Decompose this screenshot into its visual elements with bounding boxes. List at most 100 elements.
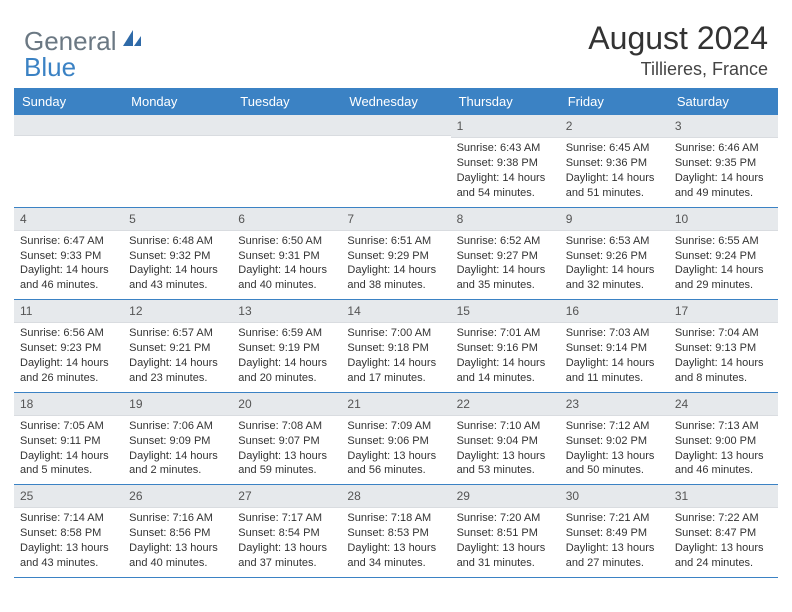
day-cell: 1Sunrise: 6:43 AMSunset: 9:38 PMDaylight… [451,115,560,207]
sunset-line: Sunset: 8:54 PM [238,526,335,541]
day-content: Sunrise: 7:06 AMSunset: 9:09 PMDaylight:… [123,416,232,484]
weekday-header: Tuesday [232,88,341,115]
day-number: 27 [232,485,341,508]
daylight-line-2: and 37 minutes. [238,556,335,571]
day-cell: 21Sunrise: 7:09 AMSunset: 9:06 PMDayligh… [341,393,450,485]
daylight-line-2: and 27 minutes. [566,556,663,571]
daylight-line-1: Daylight: 14 hours [675,356,772,371]
day-number: 24 [669,393,778,416]
weekday-header: Wednesday [341,88,450,115]
sunrise-line: Sunrise: 6:48 AM [129,234,226,249]
sunrise-line: Sunrise: 6:43 AM [457,141,554,156]
day-number: 2 [560,115,669,138]
sunset-line: Sunset: 8:51 PM [457,526,554,541]
sunset-line: Sunset: 9:26 PM [566,249,663,264]
day-content: Sunrise: 7:10 AMSunset: 9:04 PMDaylight:… [451,416,560,484]
day-number: 19 [123,393,232,416]
daylight-line-2: and 40 minutes. [129,556,226,571]
daylight-line-2: and 29 minutes. [675,278,772,293]
daylight-line-1: Daylight: 14 hours [20,263,117,278]
day-cell: 18Sunrise: 7:05 AMSunset: 9:11 PMDayligh… [14,393,123,485]
daylight-line-2: and 8 minutes. [675,371,772,386]
day-cell: 30Sunrise: 7:21 AMSunset: 8:49 PMDayligh… [560,485,669,577]
sunrise-line: Sunrise: 7:10 AM [457,419,554,434]
daylight-line-2: and 59 minutes. [238,463,335,478]
sunrise-line: Sunrise: 7:09 AM [347,419,444,434]
daylight-line-1: Daylight: 13 hours [675,449,772,464]
daylight-line-2: and 35 minutes. [457,278,554,293]
sunrise-line: Sunrise: 6:45 AM [566,141,663,156]
title-block: August 2024 Tillieres, France [588,20,768,80]
sunset-line: Sunset: 9:24 PM [675,249,772,264]
sunset-line: Sunset: 9:32 PM [129,249,226,264]
week-row: 18Sunrise: 7:05 AMSunset: 9:11 PMDayligh… [14,393,778,486]
sunset-line: Sunset: 9:23 PM [20,341,117,356]
day-cell: 8Sunrise: 6:52 AMSunset: 9:27 PMDaylight… [451,208,560,300]
sunrise-line: Sunrise: 6:47 AM [20,234,117,249]
daylight-line-2: and 56 minutes. [347,463,444,478]
day-cell: 26Sunrise: 7:16 AMSunset: 8:56 PMDayligh… [123,485,232,577]
day-content: Sunrise: 7:20 AMSunset: 8:51 PMDaylight:… [451,508,560,576]
day-cell: 15Sunrise: 7:01 AMSunset: 9:16 PMDayligh… [451,300,560,392]
day-cell: 3Sunrise: 6:46 AMSunset: 9:35 PMDaylight… [669,115,778,207]
calendar: SundayMondayTuesdayWednesdayThursdayFrid… [0,88,792,578]
daylight-line-2: and 43 minutes. [20,556,117,571]
sunrise-line: Sunrise: 7:05 AM [20,419,117,434]
daylight-line-2: and 17 minutes. [347,371,444,386]
weekday-header-row: SundayMondayTuesdayWednesdayThursdayFrid… [14,88,778,115]
sunset-line: Sunset: 9:36 PM [566,156,663,171]
day-cell: 6Sunrise: 6:50 AMSunset: 9:31 PMDaylight… [232,208,341,300]
daylight-line-2: and 46 minutes. [675,463,772,478]
daylight-line-1: Daylight: 14 hours [238,356,335,371]
sunrise-line: Sunrise: 6:55 AM [675,234,772,249]
daylight-line-2: and 11 minutes. [566,371,663,386]
sunset-line: Sunset: 9:02 PM [566,434,663,449]
day-cell: 14Sunrise: 7:00 AMSunset: 9:18 PMDayligh… [341,300,450,392]
daylight-line-2: and 31 minutes. [457,556,554,571]
header: General August 2024 Tillieres, France [0,0,792,88]
logo-sail-icon [121,28,143,55]
sunrise-line: Sunrise: 7:21 AM [566,511,663,526]
sunset-line: Sunset: 8:53 PM [347,526,444,541]
day-number: 14 [341,300,450,323]
day-number: 4 [14,208,123,231]
day-cell: 29Sunrise: 7:20 AMSunset: 8:51 PMDayligh… [451,485,560,577]
sunset-line: Sunset: 9:16 PM [457,341,554,356]
day-content: Sunrise: 7:03 AMSunset: 9:14 PMDaylight:… [560,323,669,391]
sunset-line: Sunset: 8:49 PM [566,526,663,541]
sunset-line: Sunset: 9:14 PM [566,341,663,356]
day-number: 18 [14,393,123,416]
day-cell: 13Sunrise: 6:59 AMSunset: 9:19 PMDayligh… [232,300,341,392]
day-content: Sunrise: 7:16 AMSunset: 8:56 PMDaylight:… [123,508,232,576]
daylight-line-2: and 32 minutes. [566,278,663,293]
day-content: Sunrise: 6:50 AMSunset: 9:31 PMDaylight:… [232,231,341,299]
empty-day-number [123,115,232,136]
day-content: Sunrise: 7:00 AMSunset: 9:18 PMDaylight:… [341,323,450,391]
day-cell: 23Sunrise: 7:12 AMSunset: 9:02 PMDayligh… [560,393,669,485]
day-number: 3 [669,115,778,138]
sunset-line: Sunset: 9:18 PM [347,341,444,356]
sunrise-line: Sunrise: 7:01 AM [457,326,554,341]
daylight-line-2: and 53 minutes. [457,463,554,478]
daylight-line-2: and 5 minutes. [20,463,117,478]
daylight-line-2: and 38 minutes. [347,278,444,293]
day-content: Sunrise: 6:51 AMSunset: 9:29 PMDaylight:… [341,231,450,299]
day-cell: 24Sunrise: 7:13 AMSunset: 9:00 PMDayligh… [669,393,778,485]
day-number: 7 [341,208,450,231]
weekday-header: Sunday [14,88,123,115]
daylight-line-1: Daylight: 13 hours [566,541,663,556]
day-content: Sunrise: 7:17 AMSunset: 8:54 PMDaylight:… [232,508,341,576]
sunrise-line: Sunrise: 7:03 AM [566,326,663,341]
sunrise-line: Sunrise: 7:08 AM [238,419,335,434]
daylight-line-1: Daylight: 14 hours [347,356,444,371]
sunset-line: Sunset: 9:00 PM [675,434,772,449]
day-content: Sunrise: 7:14 AMSunset: 8:58 PMDaylight:… [14,508,123,576]
day-content: Sunrise: 7:05 AMSunset: 9:11 PMDaylight:… [14,416,123,484]
daylight-line-1: Daylight: 13 hours [129,541,226,556]
daylight-line-2: and 2 minutes. [129,463,226,478]
sunrise-line: Sunrise: 7:06 AM [129,419,226,434]
day-cell [232,115,341,207]
sunrise-line: Sunrise: 7:04 AM [675,326,772,341]
daylight-line-1: Daylight: 14 hours [238,263,335,278]
sunset-line: Sunset: 9:09 PM [129,434,226,449]
